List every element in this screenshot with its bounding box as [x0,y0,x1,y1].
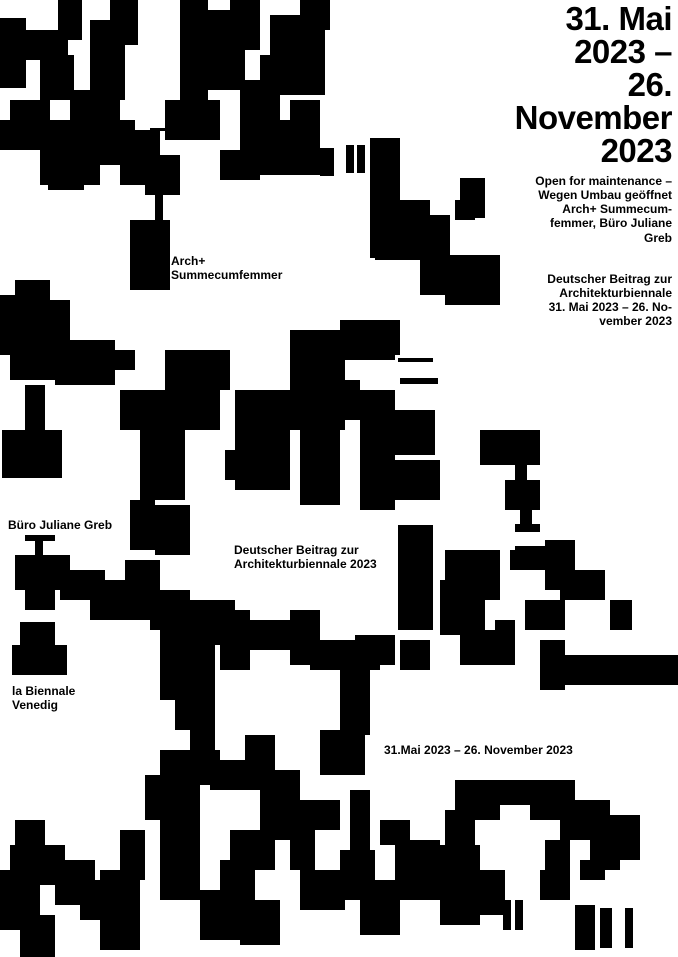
label-biennale-venedig: la Biennale Venedig [12,684,76,713]
info-block-contribution: Deutscher Beitrag zur Architekturbiennal… [547,272,672,329]
date-headline: 31. Mai 2023 – 26. November 2023 [514,0,673,169]
label-deutscher-beitrag: Deutscher Beitrag zur Architekturbiennal… [232,543,379,572]
info-block-maintenance: Open for maintenance – Wegen Umbau geöff… [535,174,672,245]
label-arch-summecumfemmer: Arch+ Summecumfemmer [171,254,283,283]
label-date-range: 31.Mai 2023 – 26. November 2023 [382,743,575,758]
label-buero-juliane-greb: Büro Juliane Greb [6,518,115,533]
